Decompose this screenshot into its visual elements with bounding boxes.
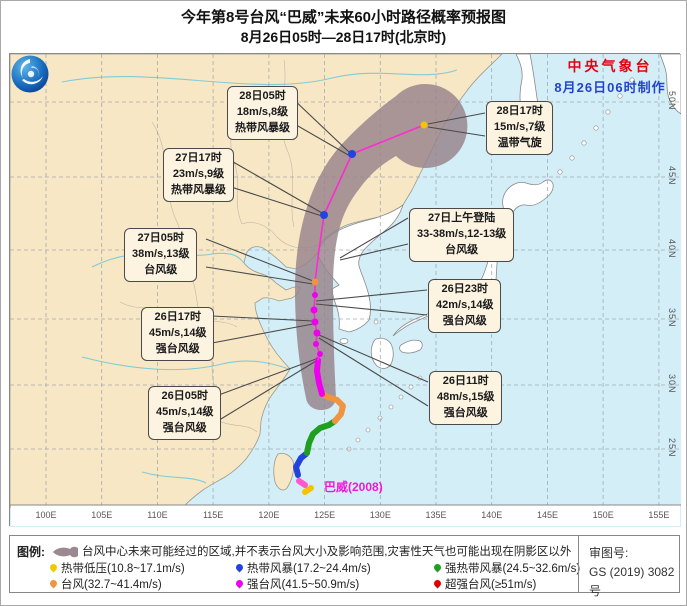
- legend-items: 热带低压(10.8~17.1m/s) 热带风暴(17.2~24.4m/s) 强热…: [48, 560, 584, 591]
- sty-dot-icon: [234, 578, 245, 589]
- callout-26d23h: 26日23时 42m/s,14级 强台风级: [428, 279, 502, 333]
- forecast-point: [420, 121, 428, 129]
- callout-27d05h: 27日05时 38m/s,13级 台风级: [124, 228, 198, 282]
- past-track-segment: [314, 357, 325, 397]
- callout-landfall: 27日上午登陆 33-38m/s,12-13级 台风级: [409, 208, 515, 262]
- cone-legend-note: 台风中心未来可能经过的区域,并不表示台风大小及影响范围,灾害性天气也可能出现在阴…: [82, 546, 572, 558]
- landmass-kamchatka: [659, 54, 681, 115]
- storm-name-label: 巴威(2008): [324, 480, 383, 494]
- agency-issue-time: 8月26日06时制作: [554, 80, 666, 95]
- past-track-segment: [319, 391, 346, 424]
- legend-item-td: 热带低压(10.8~17.1m/s): [48, 560, 236, 575]
- forecast-point: [310, 306, 318, 314]
- td-dot-icon: [48, 562, 59, 573]
- super-ty-dot-icon: [432, 578, 443, 589]
- callout-26d11h: 26日11时 48m/s,15级 强台风级: [429, 371, 503, 425]
- ryukyu-islands: [346, 319, 423, 452]
- legend: 图例: 台风中心未来可能经过的区域,并不表示台风大小及影响范围,灾害性天气也可能…: [9, 535, 680, 598]
- kuril-islands: [557, 63, 646, 175]
- page-title: 今年第8号台风“巴威”未来60小时路径概率预报图: [180, 9, 507, 26]
- forecast-point: [320, 211, 328, 219]
- forecast-point: [311, 318, 319, 326]
- ts-dot-icon: [234, 562, 245, 573]
- past-track-segment: [296, 478, 308, 488]
- legend-item-sts: 强热带风暴(24.5~32.6m/s): [432, 560, 584, 575]
- past-track-segment: [293, 451, 309, 478]
- cma-logo: [11, 55, 49, 93]
- forecast-point: [348, 150, 356, 158]
- legend-item-sty: 强台风(41.5~50.9m/s): [234, 576, 434, 591]
- ty-dot-icon: [48, 578, 59, 589]
- past-track-segment: [302, 485, 314, 495]
- forecast-point: [317, 351, 323, 357]
- map-review-number: 审图号: GS (2019) 3082号: [589, 546, 675, 599]
- legend-item-ts: 热带风暴(17.2~24.4m/s): [234, 560, 434, 575]
- landmass-kyushu: [370, 337, 394, 369]
- agency-stamp: 中央气象台 8月26日06时制作: [542, 56, 678, 96]
- legend-item-super-ty: 超强台风(≥51m/s): [432, 576, 584, 591]
- landmass-taiwan: [273, 453, 295, 491]
- legend-item-ty: 台风(32.7~41.4m/s): [48, 576, 236, 591]
- page-subtitle: 8月26日05时—28日17时(北京时): [240, 29, 447, 45]
- callout-27d17h: 27日17时 23m/s,9级 热带风暴级: [163, 148, 234, 202]
- forecast-point: [312, 292, 318, 298]
- track-layer: [293, 121, 428, 495]
- legend-title: 图例:: [17, 545, 45, 559]
- legend-divider: [578, 536, 579, 592]
- landmass-shikoku: [399, 339, 423, 354]
- forecast-point: [313, 329, 321, 337]
- past-track-segment: [304, 418, 338, 456]
- forecast-point: [311, 278, 319, 286]
- lon-axis-strip: [11, 505, 680, 526]
- island-jeju: [339, 338, 349, 344]
- sts-dot-icon: [432, 562, 443, 573]
- leader-lines: [205, 96, 486, 423]
- callout-28d05h: 28日05时 18m/s,8级 热带风暴级: [227, 86, 298, 140]
- probability-cone: [295, 84, 468, 411]
- forecast-point: [313, 341, 319, 347]
- basemap: [10, 54, 681, 527]
- callout-26d05h: 26日05时 45m/s,14级 强台风级: [148, 386, 222, 440]
- cone-legend-icon: [53, 546, 78, 558]
- agency-name: 中央气象台: [567, 58, 653, 74]
- forecast-track-line: [313, 124, 425, 361]
- callout-26d17h: 26日17时 45m/s,14级 强台风级: [141, 307, 215, 361]
- callout-28d17h: 28日17时 15m/s,7级 温带气旋: [486, 101, 554, 155]
- map-canvas: 中央气象台 8月26日06时制作 28日05时 18m/s,8级 热带风暴级 27日…: [9, 53, 681, 527]
